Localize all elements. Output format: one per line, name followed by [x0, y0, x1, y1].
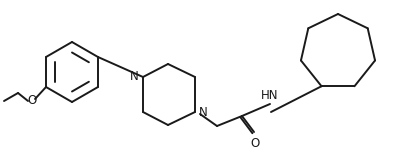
Text: N: N	[130, 69, 139, 83]
Text: O: O	[27, 94, 37, 107]
Text: HN: HN	[261, 89, 279, 102]
Text: O: O	[250, 137, 260, 150]
Text: N: N	[199, 107, 208, 120]
